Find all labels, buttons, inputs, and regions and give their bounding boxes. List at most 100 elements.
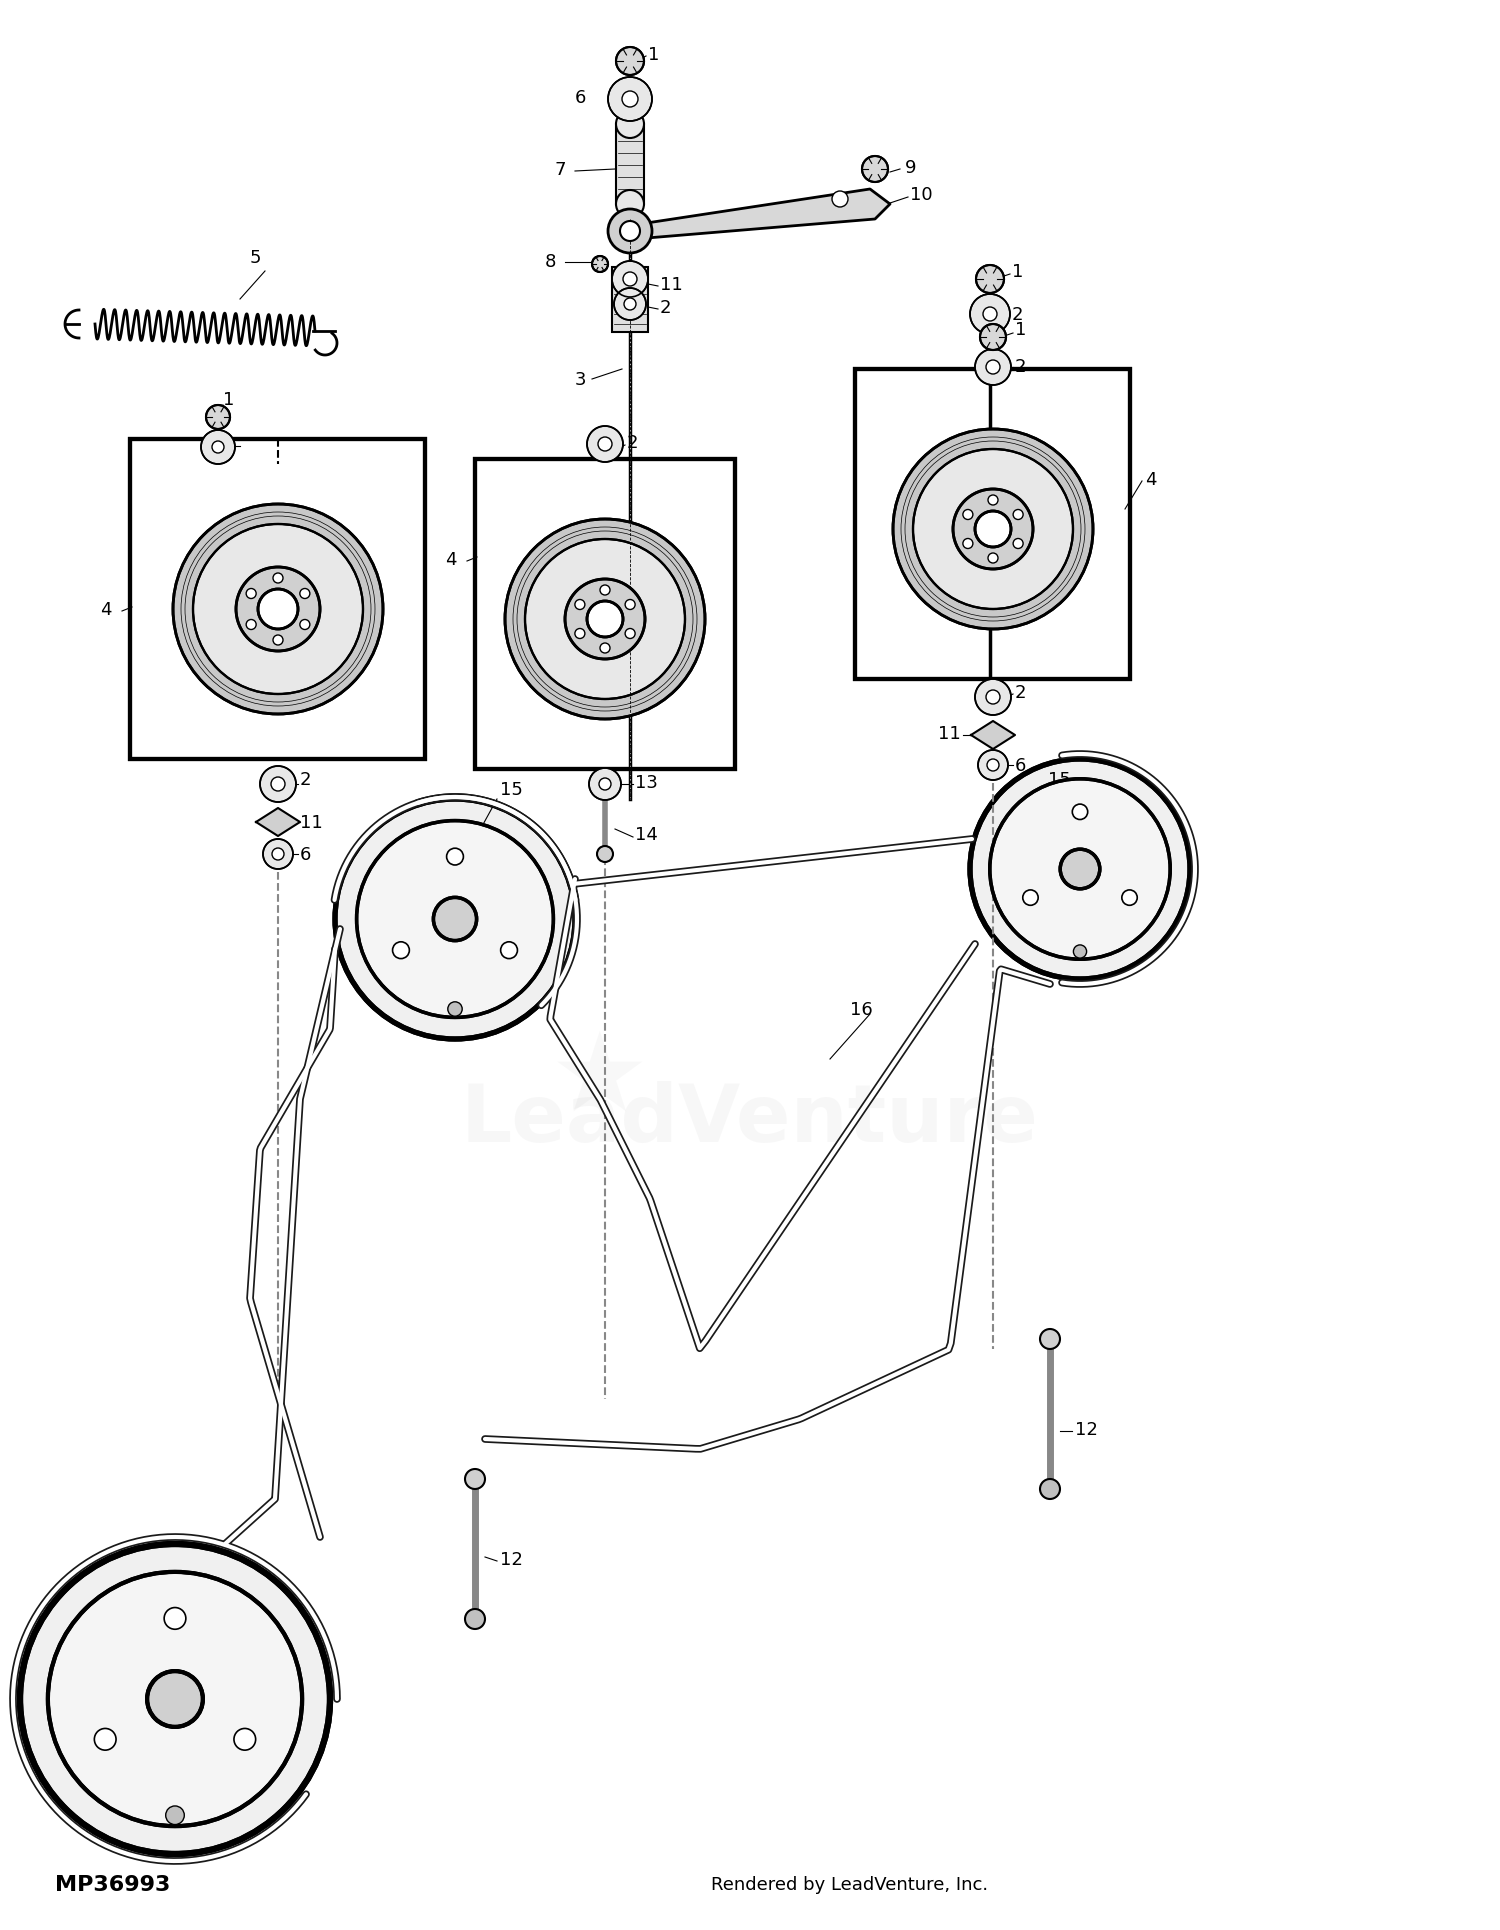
Circle shape — [1040, 1478, 1060, 1500]
Circle shape — [586, 427, 622, 463]
Circle shape — [608, 77, 652, 122]
Polygon shape — [970, 722, 1016, 749]
Bar — [612, 268, 648, 332]
Circle shape — [986, 691, 1000, 704]
Text: 1: 1 — [1016, 320, 1026, 340]
Text: 2: 2 — [300, 770, 312, 789]
Text: 16: 16 — [850, 1000, 873, 1019]
Circle shape — [963, 538, 974, 550]
Text: 14: 14 — [634, 826, 658, 843]
Circle shape — [334, 799, 574, 1040]
Circle shape — [626, 629, 634, 639]
Circle shape — [273, 573, 284, 583]
Circle shape — [94, 1729, 116, 1751]
Circle shape — [982, 309, 998, 322]
Circle shape — [952, 490, 1034, 569]
Text: 5: 5 — [251, 249, 261, 266]
Text: 1: 1 — [1013, 262, 1023, 282]
Bar — [476, 459, 735, 770]
Circle shape — [616, 48, 644, 75]
Text: 4: 4 — [100, 600, 111, 620]
Bar — [130, 440, 424, 760]
Circle shape — [465, 1469, 484, 1490]
Circle shape — [988, 496, 998, 506]
Text: 11: 11 — [300, 814, 322, 832]
Circle shape — [1074, 946, 1086, 959]
Circle shape — [357, 820, 554, 1017]
Circle shape — [260, 766, 296, 803]
Circle shape — [987, 760, 999, 772]
Circle shape — [165, 1806, 184, 1824]
Circle shape — [624, 299, 636, 311]
Circle shape — [234, 1729, 255, 1751]
Circle shape — [525, 540, 686, 701]
Circle shape — [590, 768, 621, 801]
Circle shape — [1013, 510, 1023, 521]
Bar — [855, 371, 1130, 679]
Circle shape — [201, 430, 236, 465]
Circle shape — [20, 1544, 330, 1855]
Circle shape — [612, 262, 648, 297]
Circle shape — [622, 272, 638, 288]
Text: 2: 2 — [1013, 305, 1023, 324]
Circle shape — [1060, 849, 1100, 890]
Text: 15: 15 — [86, 1689, 109, 1708]
Text: 11: 11 — [660, 276, 682, 293]
Circle shape — [448, 1002, 462, 1017]
Circle shape — [273, 635, 284, 647]
Circle shape — [501, 942, 518, 959]
Circle shape — [164, 1608, 186, 1629]
Circle shape — [211, 442, 223, 454]
Circle shape — [862, 156, 888, 183]
Circle shape — [963, 510, 974, 521]
Circle shape — [258, 591, 299, 629]
Circle shape — [914, 450, 1072, 610]
Text: 4: 4 — [1144, 471, 1156, 488]
Circle shape — [986, 361, 1000, 374]
Circle shape — [194, 525, 363, 695]
Polygon shape — [620, 189, 890, 239]
Text: 2: 2 — [1016, 357, 1026, 376]
Circle shape — [598, 438, 612, 452]
Circle shape — [614, 290, 646, 320]
Circle shape — [574, 600, 585, 610]
Circle shape — [970, 760, 1190, 980]
Text: 7: 7 — [555, 160, 567, 179]
Text: 2: 2 — [660, 299, 672, 317]
Circle shape — [447, 849, 464, 865]
Circle shape — [48, 1573, 302, 1826]
Text: ★: ★ — [550, 1027, 650, 1133]
Circle shape — [620, 222, 640, 241]
Text: 2: 2 — [1016, 683, 1026, 703]
Circle shape — [586, 602, 622, 637]
Circle shape — [990, 780, 1170, 959]
Text: 2: 2 — [224, 438, 234, 455]
Circle shape — [262, 840, 292, 870]
Circle shape — [975, 511, 1011, 548]
Text: MP36993: MP36993 — [56, 1874, 171, 1893]
Circle shape — [300, 589, 310, 598]
Text: 6: 6 — [1016, 757, 1026, 774]
Circle shape — [206, 405, 230, 430]
Circle shape — [622, 93, 638, 108]
Text: 1: 1 — [224, 390, 234, 409]
Circle shape — [246, 620, 256, 631]
Circle shape — [1013, 538, 1023, 550]
Circle shape — [300, 620, 310, 631]
Text: 10: 10 — [910, 185, 933, 205]
Text: 15: 15 — [1048, 770, 1071, 789]
Text: 6: 6 — [300, 845, 312, 863]
Circle shape — [976, 266, 1004, 293]
Text: 12: 12 — [1076, 1420, 1098, 1438]
Bar — [476, 459, 735, 770]
Circle shape — [433, 897, 477, 942]
Circle shape — [1072, 805, 1088, 820]
Circle shape — [988, 554, 998, 564]
Circle shape — [1122, 890, 1137, 905]
Circle shape — [1023, 890, 1038, 905]
Circle shape — [833, 191, 848, 208]
Text: 9: 9 — [904, 158, 916, 178]
Circle shape — [272, 778, 285, 791]
Circle shape — [600, 645, 610, 654]
Circle shape — [608, 210, 652, 255]
